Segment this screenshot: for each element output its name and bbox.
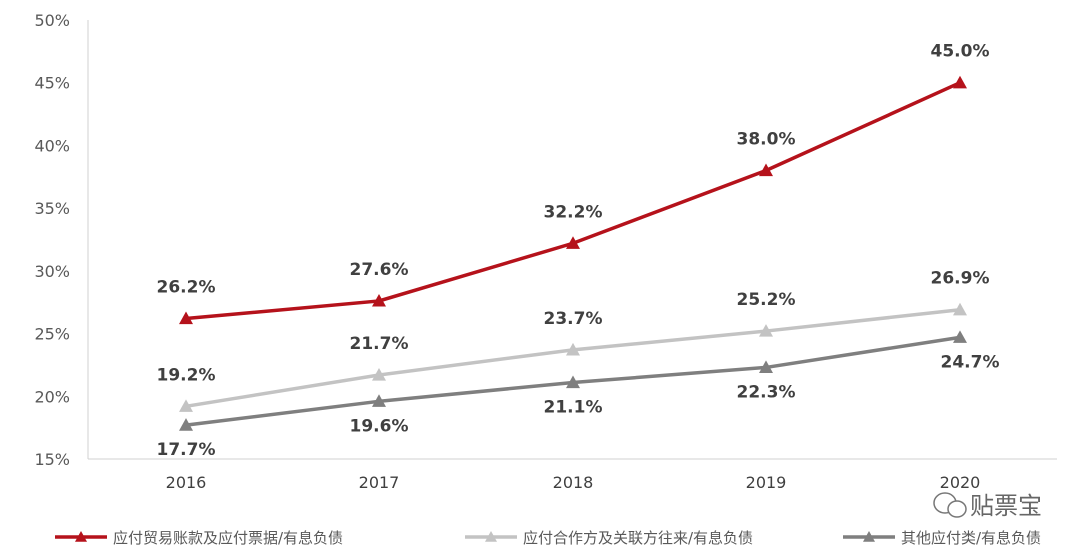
data-label: 23.7% xyxy=(544,309,603,329)
data-label: 26.9% xyxy=(931,269,990,289)
data-label: 21.7% xyxy=(350,334,409,354)
y-tick-label: 30% xyxy=(34,262,70,281)
y-tick-label: 35% xyxy=(34,199,70,218)
data-point-marker xyxy=(566,342,580,356)
data-point-marker xyxy=(953,330,967,343)
x-tick-label: 2016 xyxy=(166,473,207,492)
data-point-marker xyxy=(566,236,580,249)
x-tick-label: 2019 xyxy=(746,473,787,492)
watermark-text: 贴票宝 xyxy=(970,492,1042,520)
legend-marker xyxy=(75,531,87,542)
legend-label: 应付合作方及关联方往来/有息负债 xyxy=(523,529,753,547)
data-point-marker xyxy=(759,163,773,177)
data-point-marker xyxy=(372,394,386,407)
data-label: 32.2% xyxy=(544,202,603,222)
y-tick-label: 50% xyxy=(34,11,70,30)
data-label: 22.3% xyxy=(737,382,796,402)
x-tick-label: 2020 xyxy=(940,473,981,492)
y-tick-label: 15% xyxy=(34,450,70,469)
data-point-marker xyxy=(953,302,967,316)
legend-marker xyxy=(863,531,875,542)
data-point-marker xyxy=(566,375,580,389)
data-point-marker xyxy=(759,360,773,374)
data-label: 27.6% xyxy=(350,260,409,280)
data-label: 25.2% xyxy=(737,290,796,310)
wechat-icon xyxy=(947,500,967,518)
data-point-marker xyxy=(372,293,386,307)
legend-label: 应付贸易账款及应付票据/有息负债 xyxy=(113,529,343,547)
data-label: 19.2% xyxy=(157,365,216,385)
x-tick-label: 2017 xyxy=(359,473,400,492)
data-point-marker xyxy=(372,367,386,381)
data-label: 24.7% xyxy=(941,352,1000,372)
y-tick-label: 20% xyxy=(34,387,70,406)
data-label: 21.1% xyxy=(544,397,603,417)
data-label: 26.2% xyxy=(157,278,216,298)
data-label: 17.7% xyxy=(157,440,216,460)
x-tick-label: 2018 xyxy=(553,473,594,492)
legend-label: 其他应付类/有息负债 xyxy=(901,529,1041,547)
data-label: 38.0% xyxy=(737,130,796,150)
y-tick-label: 25% xyxy=(34,325,70,344)
data-point-marker xyxy=(759,324,773,337)
data-point-marker xyxy=(179,311,193,325)
data-label: 45.0% xyxy=(931,42,990,62)
data-point-marker xyxy=(179,418,193,431)
series-line xyxy=(185,81,961,321)
data-point-marker xyxy=(953,75,967,89)
data-point-marker xyxy=(179,399,193,412)
legend-marker xyxy=(485,531,497,542)
data-label: 19.6% xyxy=(350,416,409,436)
y-tick-label: 45% xyxy=(34,74,70,93)
y-tick-label: 40% xyxy=(34,136,70,155)
